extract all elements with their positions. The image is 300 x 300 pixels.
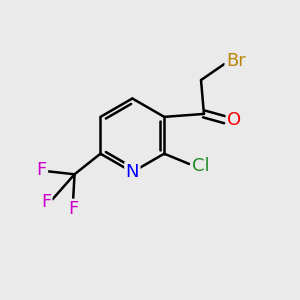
Text: N: N bbox=[126, 163, 139, 181]
Text: F: F bbox=[36, 161, 47, 179]
Text: F: F bbox=[68, 200, 78, 218]
Text: O: O bbox=[227, 111, 241, 129]
Text: Br: Br bbox=[226, 52, 246, 70]
Text: Cl: Cl bbox=[192, 157, 209, 175]
Text: F: F bbox=[41, 193, 51, 211]
